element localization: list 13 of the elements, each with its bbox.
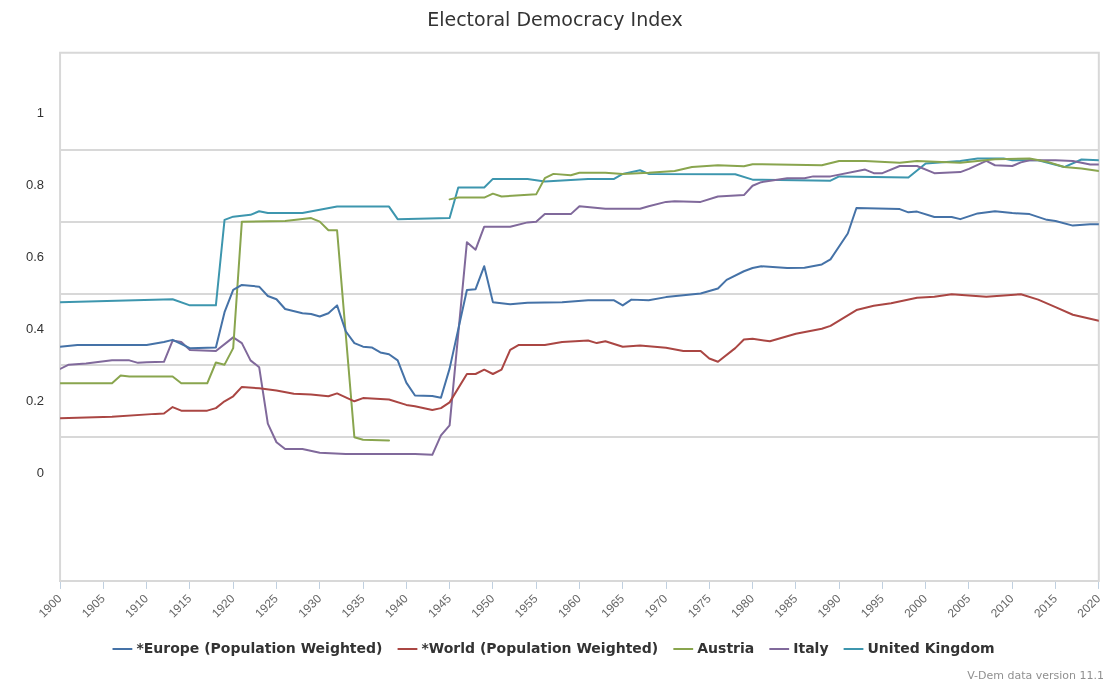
legend-label: Italy (793, 639, 829, 656)
text: V-Dem data version 11.1 (967, 669, 1104, 682)
y-tick-label: 0.6 (25, 249, 45, 265)
y-tick-label: 0.2 (25, 392, 45, 408)
legend-label: United Kingdom (867, 639, 995, 656)
y-tick-label: 0.8 (25, 177, 45, 193)
y-tick-label: 0 (36, 464, 45, 480)
legend-label: *World (Population Weighted) (421, 639, 659, 656)
legend-label: *Europe (Population Weighted) (136, 639, 383, 656)
chart-title: Electoral Democracy Index (427, 8, 683, 31)
y-tick-label: 0.4 (25, 321, 45, 337)
legend-label: Austria (697, 639, 755, 656)
y-tick-label: 1 (36, 105, 45, 121)
